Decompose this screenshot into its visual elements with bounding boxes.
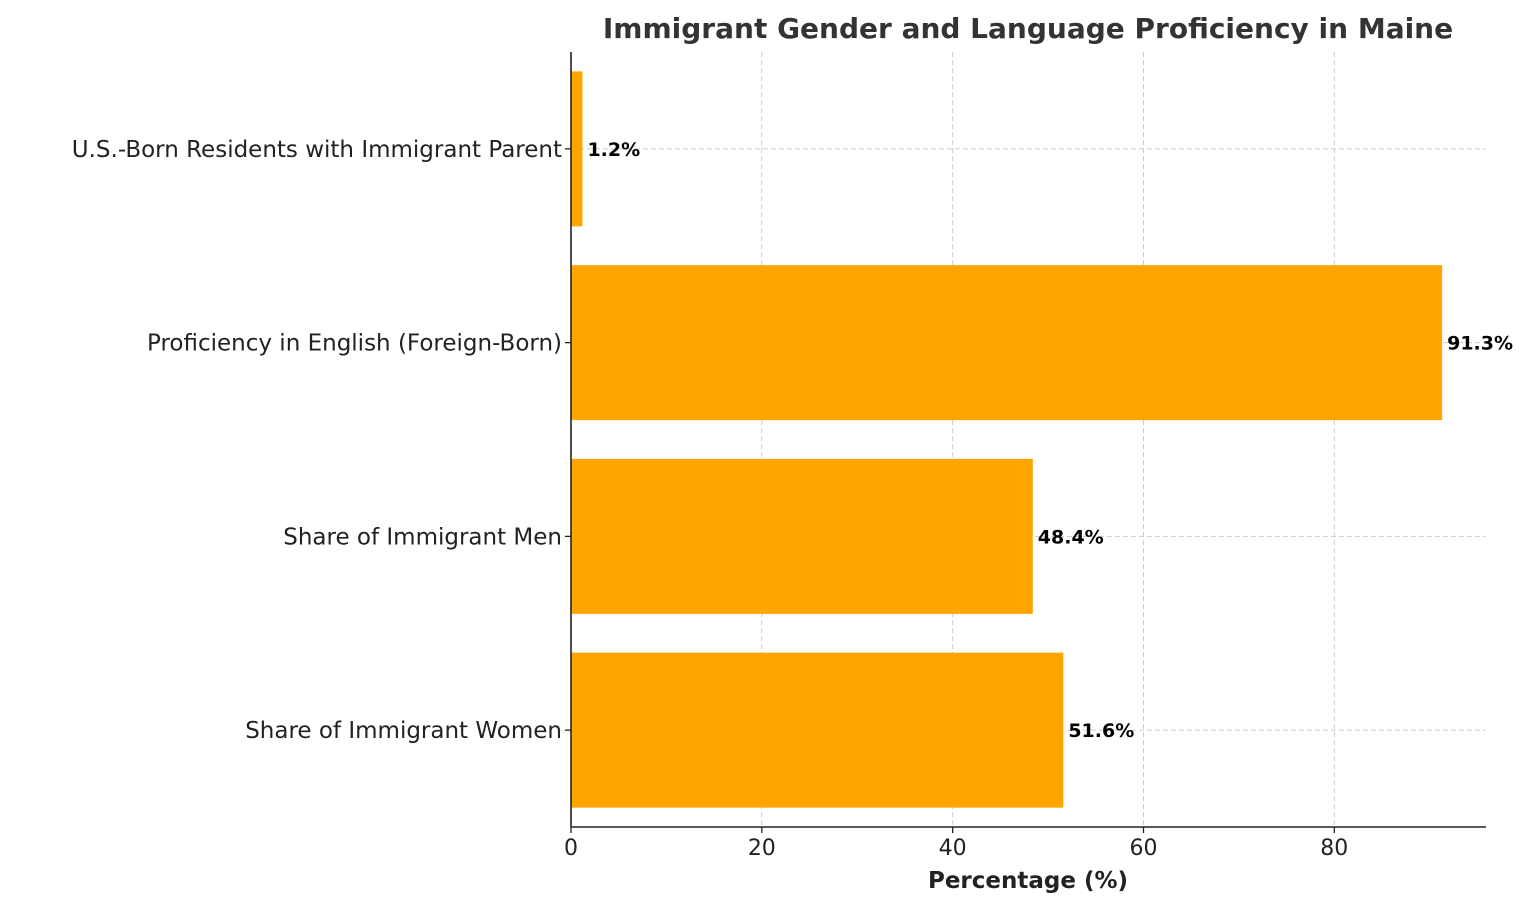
data-labels: 51.6% 48.4% 91.3% 1.2% bbox=[587, 139, 1513, 742]
x-tick-label: 20 bbox=[748, 836, 776, 861]
y-tick-label: U.S.-Born Residents with Immigrant Paren… bbox=[72, 137, 562, 163]
y-tick-label: Proficiency in English (Foreign-Born) bbox=[147, 331, 562, 357]
x-axis: 0 20 40 60 80 bbox=[564, 826, 1486, 861]
bar bbox=[571, 652, 1064, 808]
y-axis: Share of Immigrant Women Share of Immigra… bbox=[72, 52, 572, 827]
x-tick-label: 80 bbox=[1320, 836, 1348, 861]
data-label: 1.2% bbox=[587, 139, 640, 161]
y-tick-label: Share of Immigrant Men bbox=[283, 524, 562, 550]
x-tick-label: 40 bbox=[939, 836, 967, 861]
bars bbox=[571, 71, 1443, 808]
x-tick-label: 60 bbox=[1129, 836, 1157, 861]
x-tick-label: 0 bbox=[564, 836, 578, 861]
bar bbox=[571, 71, 583, 227]
y-tick-label: Share of Immigrant Women bbox=[245, 718, 562, 744]
data-label: 48.4% bbox=[1038, 526, 1104, 548]
data-label: 91.3% bbox=[1447, 333, 1513, 355]
bar bbox=[571, 265, 1443, 421]
data-label: 51.6% bbox=[1068, 720, 1134, 742]
bar bbox=[571, 458, 1033, 614]
chart-title: Immigrant Gender and Language Proficienc… bbox=[603, 12, 1453, 45]
x-axis-label: Percentage (%) bbox=[928, 868, 1128, 894]
